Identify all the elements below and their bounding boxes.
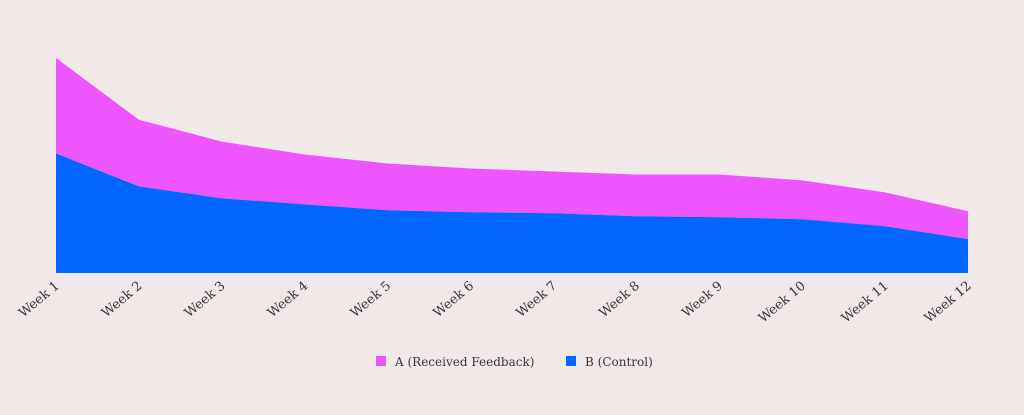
x-tick-label: Week 11 (839, 279, 892, 327)
x-tick-label: Week 12 (922, 279, 975, 327)
x-tick-label: Week 6 (431, 279, 477, 321)
x-tick-label: Week 10 (756, 279, 809, 327)
x-tick-label: Week 2 (99, 279, 145, 321)
x-tick-label: Week 7 (514, 279, 560, 321)
legend: A (Received Feedback) B (Control) (376, 355, 653, 369)
legend-label: A (Received Feedback) (394, 355, 534, 369)
area-series-group (56, 58, 968, 273)
legend-swatch (566, 356, 576, 366)
area-b-control (56, 153, 968, 273)
x-tick-label: Week 9 (679, 279, 725, 321)
x-tick-label: Week 3 (182, 279, 228, 321)
area-a-received-feedback (56, 58, 968, 240)
x-tick-label: Week 4 (265, 279, 311, 321)
legend-swatch (376, 356, 386, 366)
x-tick-label: Week 5 (348, 279, 394, 321)
x-tick-label: Week 1 (16, 279, 62, 321)
legend-label: B (Control) (585, 355, 653, 369)
x-tick-label: Week 8 (597, 279, 643, 321)
x-axis-tick-labels: Week 1 Week 2 Week 3 Week 4 Week 5 Week 6 Week… (16, 279, 974, 327)
